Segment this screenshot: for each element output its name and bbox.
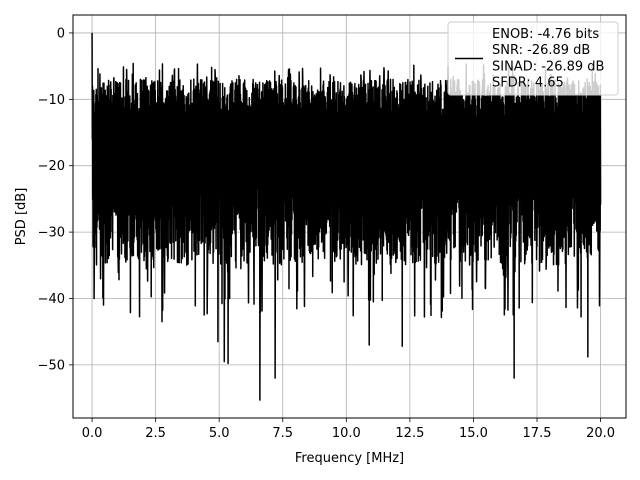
x-tick-label: 5.0 — [209, 426, 230, 441]
x-tick-label: 2.5 — [145, 426, 166, 441]
y-tick-label: −50 — [38, 358, 65, 373]
y-axis: 0 −10 −20 −30 −40 −50 — [38, 26, 73, 373]
x-axis-title: Frequency [MHz] — [295, 451, 404, 466]
y-tick-label: 0 — [57, 26, 65, 41]
x-tick-label: 15.0 — [459, 426, 488, 441]
psd-series-line — [91, 32, 602, 401]
x-tick-label: 0.0 — [82, 426, 103, 441]
x-tick-label: 17.5 — [523, 426, 552, 441]
y-tick-label: −20 — [38, 159, 65, 174]
legend-entry: SNR: -26.89 dB — [492, 43, 590, 58]
y-tick-label: −10 — [38, 93, 65, 108]
x-axis: 0.0 2.5 5.0 7.5 10.0 12.5 15.0 17.5 20.0 — [82, 418, 615, 441]
legend-box — [447, 21, 619, 96]
y-tick-label: −30 — [38, 226, 65, 241]
x-tick-label: 20.0 — [586, 426, 615, 441]
legend-entry: ENOB: -4.76 bits — [492, 27, 599, 42]
legend-entry: SINAD: -26.89 dB — [492, 59, 604, 74]
y-axis-title: PSD [dB] — [14, 188, 29, 246]
x-tick-label: 12.5 — [395, 426, 424, 441]
plot-area — [91, 32, 602, 401]
axes-frame — [72, 14, 627, 419]
legend-entry: SFDR: 4.65 — [492, 76, 564, 91]
y-tick-label: −40 — [38, 292, 65, 307]
x-tick-label: 7.5 — [272, 426, 293, 441]
x-tick-label: 10.0 — [332, 426, 361, 441]
